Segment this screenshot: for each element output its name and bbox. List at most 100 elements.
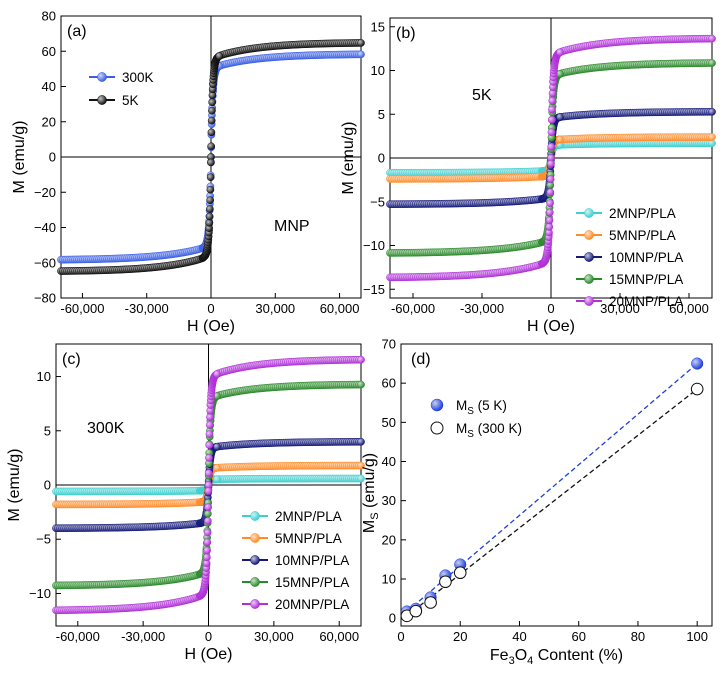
x-axis-title-part: O bbox=[515, 647, 527, 664]
x-tick-label: -30,000 bbox=[460, 301, 504, 316]
panel-c: -60,000 -30,000 0 30,000 60,000 −10 −5 0 5 10 H (O… bbox=[6, 343, 365, 663]
data-point bbox=[207, 142, 216, 151]
data-point bbox=[548, 105, 556, 114]
y-tick-label: 5 bbox=[44, 423, 51, 438]
y-tick-label: 70 bbox=[382, 337, 396, 352]
x-axis-title: H (Oe) bbox=[185, 646, 233, 663]
data-point bbox=[213, 442, 221, 451]
series-10mnp-pla bbox=[386, 107, 716, 209]
y-tick-label: 0 bbox=[378, 151, 385, 166]
x-tick-label: -30,000 bbox=[121, 629, 165, 644]
y-axis-title-part: (emu/g) bbox=[361, 453, 378, 513]
x-tick-label: 0 bbox=[547, 301, 554, 316]
data-point bbox=[546, 199, 554, 208]
x-tick-label: 80 bbox=[631, 629, 645, 644]
y-tick-label: 10 bbox=[382, 572, 396, 587]
data-point bbox=[206, 205, 214, 213]
x-tick-label: 60,000 bbox=[319, 629, 359, 644]
legend-label: 5MNP/PLA bbox=[609, 228, 676, 243]
data-point bbox=[547, 159, 555, 168]
data-point bbox=[207, 128, 216, 137]
legend-marker bbox=[584, 230, 594, 240]
data-point bbox=[357, 355, 365, 364]
y-tick-label: 10 bbox=[37, 369, 51, 384]
data-point bbox=[690, 382, 704, 396]
panel-annotation: MNP bbox=[274, 218, 310, 235]
legend: 300K 5K bbox=[89, 70, 154, 108]
data-point bbox=[207, 158, 215, 167]
data-point bbox=[208, 106, 216, 115]
legend-label: 20MNP/PLA bbox=[609, 294, 683, 309]
data-point bbox=[204, 509, 212, 518]
data-point bbox=[545, 223, 554, 231]
y-tick-label: −15 bbox=[363, 282, 385, 297]
legend-label-part: M bbox=[456, 398, 467, 413]
y-tick-label: 10 bbox=[371, 63, 385, 78]
data-point bbox=[439, 575, 452, 589]
y-axis-title: M (emu/g) bbox=[340, 122, 357, 195]
data-point bbox=[205, 430, 214, 438]
x-tick-label: 0 bbox=[397, 629, 404, 644]
y-tick-label: −5 bbox=[36, 532, 51, 547]
data-point bbox=[204, 487, 213, 495]
x-tick-label: 0 bbox=[205, 629, 212, 644]
y-tick-label: −60 bbox=[34, 255, 56, 270]
data-point bbox=[213, 463, 221, 472]
data-point bbox=[409, 604, 423, 618]
data-point bbox=[206, 413, 214, 422]
data-point bbox=[708, 34, 716, 43]
data-point bbox=[205, 421, 214, 429]
legend-label: MS (5 K) bbox=[456, 398, 507, 417]
y-tick-label: 40 bbox=[42, 79, 56, 94]
y-tick-label: −10 bbox=[363, 238, 385, 253]
y-axis-title: M (emu/g) bbox=[11, 121, 28, 194]
x-tick-label: 100 bbox=[686, 629, 708, 644]
legend-label: 300K bbox=[122, 70, 154, 85]
data-point bbox=[204, 503, 213, 512]
data-point bbox=[205, 454, 213, 462]
legend-marker bbox=[250, 511, 260, 521]
data-point bbox=[203, 538, 212, 547]
data-point bbox=[548, 96, 557, 105]
y-tick-label: 40 bbox=[382, 454, 396, 469]
data-point bbox=[203, 528, 212, 537]
x-tick-label: 60,000 bbox=[320, 301, 360, 316]
y-tick-label: −5 bbox=[370, 194, 385, 209]
panel-label: (a) bbox=[67, 23, 87, 40]
data-point bbox=[546, 175, 555, 184]
data-point bbox=[213, 370, 221, 378]
data-point bbox=[556, 48, 564, 57]
data-point bbox=[357, 39, 365, 47]
x-tick-label: -60,000 bbox=[391, 301, 435, 316]
panel-annotation: 300K bbox=[87, 420, 125, 437]
data-point bbox=[213, 475, 221, 484]
x-tick-label: 60,000 bbox=[669, 301, 709, 316]
legend-label: 2MNP/PLA bbox=[275, 509, 342, 524]
panel-label: (c) bbox=[62, 351, 81, 368]
data-point bbox=[205, 212, 214, 221]
data-point bbox=[556, 135, 564, 144]
x-axis-title-part: Content (%) bbox=[533, 647, 623, 664]
y-tick-label: −10 bbox=[29, 586, 51, 601]
data-point bbox=[206, 185, 215, 194]
legend-marker bbox=[430, 421, 444, 435]
x-tick-label: -60,000 bbox=[60, 301, 104, 316]
y-axis-title-part: S bbox=[369, 512, 381, 519]
x-tick-label: -60,000 bbox=[56, 629, 100, 644]
y-tick-label: 15 bbox=[371, 19, 385, 34]
data-point bbox=[204, 517, 212, 525]
data-point bbox=[206, 173, 215, 182]
panel-label: (d) bbox=[411, 351, 431, 368]
data-point bbox=[547, 116, 556, 124]
data-point bbox=[547, 142, 556, 151]
legend-marker bbox=[584, 274, 594, 284]
y-tick-label: 0 bbox=[49, 150, 56, 165]
y-tick-label: 0 bbox=[44, 478, 51, 493]
legend-label: MS (300 K) bbox=[456, 421, 522, 440]
x-tick-label: 40 bbox=[512, 629, 526, 644]
data-point bbox=[357, 380, 365, 389]
legend-marker bbox=[584, 208, 594, 218]
legend: 2MNP/PLA 5MNP/PLA 10MNP/PLA 15MNP/PLA 20MNP/… bbox=[242, 509, 349, 612]
legend-marker bbox=[97, 95, 107, 105]
y-axis-title-part: M bbox=[361, 520, 378, 533]
